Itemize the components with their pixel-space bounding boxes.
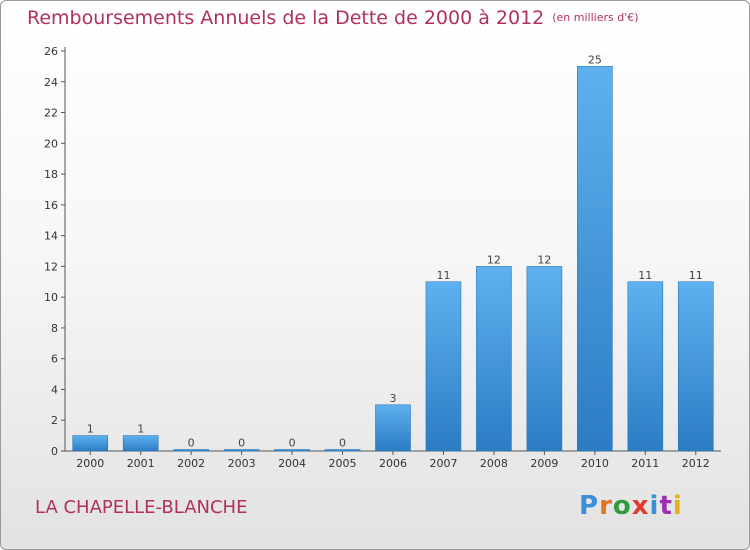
bar-value-label: 25 bbox=[588, 53, 602, 66]
x-tick-label: 2001 bbox=[127, 457, 155, 470]
chart-unit: (en milliers d'€) bbox=[552, 11, 639, 24]
bar bbox=[425, 281, 462, 452]
x-tick-label: 2012 bbox=[682, 457, 710, 470]
y-tick-label: 20 bbox=[44, 137, 58, 150]
chart-title: Remboursements Annuels de la Dette de 20… bbox=[27, 7, 639, 29]
x-tick-label: 2009 bbox=[530, 457, 558, 470]
x-tick-label: 2005 bbox=[329, 457, 357, 470]
x-tick-label: 2002 bbox=[177, 457, 205, 470]
y-tick-label: 26 bbox=[44, 45, 58, 58]
chart-title-text: Remboursements Annuels de la Dette de 20… bbox=[27, 7, 545, 29]
bar-value-label: 12 bbox=[537, 253, 551, 266]
bar-value-label: 3 bbox=[390, 392, 397, 405]
logo-letter: i bbox=[672, 491, 683, 521]
bar-value-label: 11 bbox=[689, 269, 703, 282]
proxiti-logo: Proxiti bbox=[579, 491, 683, 521]
bar bbox=[324, 449, 361, 452]
y-tick-label: 14 bbox=[44, 230, 58, 243]
bar bbox=[72, 435, 109, 452]
x-tick-label: 2008 bbox=[480, 457, 508, 470]
y-tick-label: 8 bbox=[51, 322, 58, 335]
logo-letter: o bbox=[612, 491, 632, 521]
x-tick-label: 2010 bbox=[581, 457, 609, 470]
bar bbox=[173, 449, 209, 452]
y-tick-label: 10 bbox=[44, 291, 58, 304]
x-tick-label: 2003 bbox=[228, 457, 256, 470]
y-tick-label: 0 bbox=[51, 445, 58, 458]
y-tick-label: 18 bbox=[44, 168, 58, 181]
bar bbox=[122, 435, 159, 452]
logo-letter: t bbox=[659, 491, 673, 521]
y-tick-label: 4 bbox=[51, 383, 58, 396]
bar-value-label: 0 bbox=[238, 437, 245, 450]
y-tick-label: 6 bbox=[51, 353, 58, 366]
bar bbox=[526, 266, 563, 452]
bar bbox=[677, 281, 714, 452]
logo-letter: P bbox=[579, 491, 600, 521]
x-tick-label: 2007 bbox=[429, 457, 457, 470]
bar-value-label: 0 bbox=[289, 437, 296, 450]
bar bbox=[627, 281, 664, 452]
y-tick-label: 24 bbox=[44, 76, 58, 89]
bar bbox=[274, 449, 310, 452]
bar bbox=[223, 449, 260, 452]
logo-letter: r bbox=[599, 491, 613, 521]
x-tick-label: 2004 bbox=[278, 457, 306, 470]
bar-value-label: 0 bbox=[188, 437, 195, 450]
bar-value-label: 1 bbox=[87, 423, 94, 436]
x-tick-label: 2011 bbox=[631, 457, 659, 470]
y-tick-label: 16 bbox=[44, 199, 58, 212]
bar-value-label: 11 bbox=[436, 269, 450, 282]
bar bbox=[375, 404, 411, 452]
x-tick-label: 2000 bbox=[76, 457, 104, 470]
bar-value-label: 1 bbox=[137, 423, 144, 436]
y-tick-label: 22 bbox=[44, 107, 58, 120]
y-tick-label: 2 bbox=[51, 414, 58, 427]
bar bbox=[577, 66, 613, 452]
bar-value-label: 12 bbox=[487, 253, 501, 266]
bar-value-label: 0 bbox=[339, 437, 346, 450]
commune-name: LA CHAPELLE-BLANCHE bbox=[35, 497, 248, 518]
x-tick-label: 2006 bbox=[379, 457, 407, 470]
logo-letter: x bbox=[631, 491, 650, 521]
logo-letter: i bbox=[649, 491, 660, 521]
y-tick-label: 12 bbox=[44, 260, 58, 273]
bar-value-label: 11 bbox=[638, 269, 652, 282]
bar bbox=[476, 266, 512, 452]
